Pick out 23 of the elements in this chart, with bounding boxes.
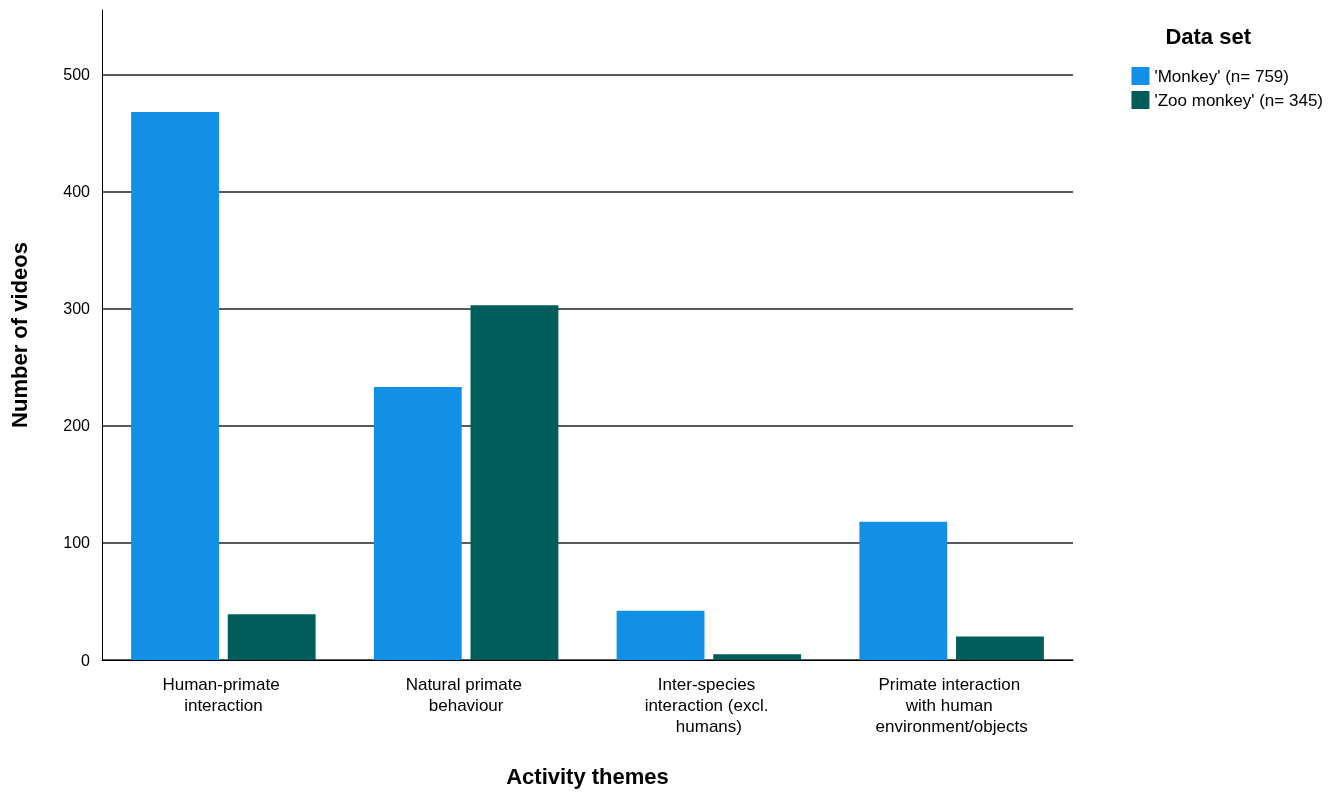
y-tick-label: 100 [63,534,91,552]
bar [859,521,948,660]
bar [616,610,705,660]
bar [227,614,316,660]
y-tick-label: 300 [63,300,91,318]
x-tick-label: Inter-species interaction (excl. humans) [644,675,774,736]
y-tick-label: 0 [81,651,91,669]
x-axis-title: Activity themes [506,763,669,789]
legend-title: Data set [1165,23,1252,49]
x-tick-label: Primate interaction with human environment/objects [875,675,1028,736]
bar [131,111,219,660]
y-tick-label: 500 [63,65,91,83]
bar [956,636,1044,660]
legend-label: 'Monkey' (n= 759) [1154,66,1289,86]
bar [373,387,462,660]
x-tick-label: Natural primate behaviour [405,675,527,715]
legend-label: 'Zoo monkey' (n= 345) [1154,90,1324,110]
bar [713,654,802,660]
bar [470,305,559,660]
y-tick-label: 400 [63,183,91,201]
y-axis-title: Number of videos [6,242,32,428]
x-tick-label: Human-primate interaction [162,675,285,715]
y-tick-label: 200 [63,417,91,435]
